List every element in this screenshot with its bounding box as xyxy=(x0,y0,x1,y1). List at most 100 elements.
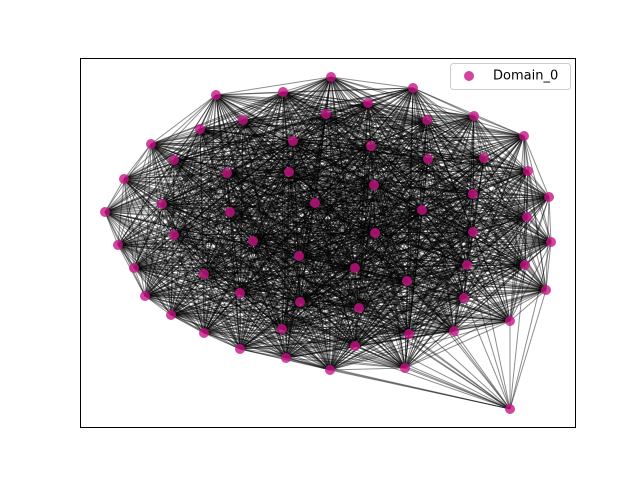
node xyxy=(211,90,221,100)
edge xyxy=(367,102,511,322)
edge xyxy=(285,209,423,359)
edge xyxy=(358,145,372,309)
edge xyxy=(239,202,316,294)
edge xyxy=(252,184,375,242)
edge xyxy=(215,94,428,121)
edge xyxy=(203,91,284,275)
edge xyxy=(199,128,474,233)
node xyxy=(417,205,427,215)
edge xyxy=(229,119,244,213)
edge xyxy=(215,94,485,159)
edge xyxy=(298,231,474,257)
edge xyxy=(292,113,327,142)
edge xyxy=(252,193,474,242)
legend-marker xyxy=(464,71,474,81)
edge xyxy=(173,234,254,242)
edge xyxy=(282,91,465,299)
edge xyxy=(354,170,529,347)
edge xyxy=(242,119,410,335)
edge xyxy=(354,209,423,269)
edge xyxy=(463,297,511,410)
edge xyxy=(509,241,552,410)
edge xyxy=(173,159,287,359)
edge xyxy=(203,171,290,334)
edge xyxy=(523,135,552,243)
edge xyxy=(330,76,550,198)
edge xyxy=(358,209,423,309)
node xyxy=(469,111,479,121)
edge xyxy=(404,264,468,369)
edge xyxy=(123,119,244,180)
edge xyxy=(199,128,526,266)
edge xyxy=(299,115,475,303)
edge xyxy=(354,135,525,269)
node xyxy=(294,251,304,261)
edge xyxy=(358,307,410,335)
edge xyxy=(133,267,360,309)
node xyxy=(354,303,364,313)
edge xyxy=(215,94,228,174)
edge xyxy=(421,135,525,211)
edge xyxy=(203,332,241,350)
edge xyxy=(406,280,547,291)
edge xyxy=(123,178,331,371)
edge xyxy=(330,76,485,159)
edge xyxy=(292,140,526,266)
edge xyxy=(408,158,429,335)
edge xyxy=(292,140,550,198)
edge xyxy=(144,209,423,297)
edge xyxy=(473,115,552,243)
edge xyxy=(325,113,525,137)
node xyxy=(169,155,179,165)
edge xyxy=(281,170,529,330)
edge xyxy=(173,159,360,309)
edge xyxy=(150,143,474,195)
edge xyxy=(370,145,511,322)
node xyxy=(505,404,515,414)
edge xyxy=(252,240,547,291)
edge xyxy=(239,119,428,350)
edge xyxy=(354,345,406,369)
edge xyxy=(370,145,468,266)
edge xyxy=(406,158,429,282)
edge xyxy=(330,76,423,211)
edge xyxy=(173,234,301,303)
edge xyxy=(170,209,423,316)
edge xyxy=(292,140,300,257)
edge xyxy=(173,158,429,236)
edge xyxy=(404,87,414,369)
edge xyxy=(463,264,526,299)
edge xyxy=(427,158,529,172)
edge xyxy=(466,231,474,266)
edge xyxy=(203,184,375,334)
edge xyxy=(144,241,552,297)
edge xyxy=(203,119,244,334)
edge xyxy=(161,203,376,234)
edge xyxy=(472,115,475,233)
node xyxy=(277,324,287,334)
edge xyxy=(358,115,475,309)
edge xyxy=(199,128,528,218)
edge xyxy=(483,157,550,198)
edge xyxy=(226,157,485,174)
edge xyxy=(104,211,172,316)
edge xyxy=(252,240,526,266)
edge xyxy=(123,178,254,242)
edge xyxy=(123,178,356,269)
edge xyxy=(170,255,300,316)
edge xyxy=(466,241,552,266)
edge xyxy=(123,143,152,180)
edge xyxy=(199,128,356,347)
edge xyxy=(281,115,475,330)
edge xyxy=(144,172,228,297)
edge xyxy=(133,255,300,269)
edge xyxy=(150,128,201,145)
edge xyxy=(288,171,550,198)
edge xyxy=(215,94,244,121)
edge xyxy=(325,113,372,147)
edge xyxy=(358,297,465,309)
node xyxy=(479,153,489,163)
edge xyxy=(242,119,360,309)
edge xyxy=(173,135,525,161)
edge xyxy=(329,119,428,371)
